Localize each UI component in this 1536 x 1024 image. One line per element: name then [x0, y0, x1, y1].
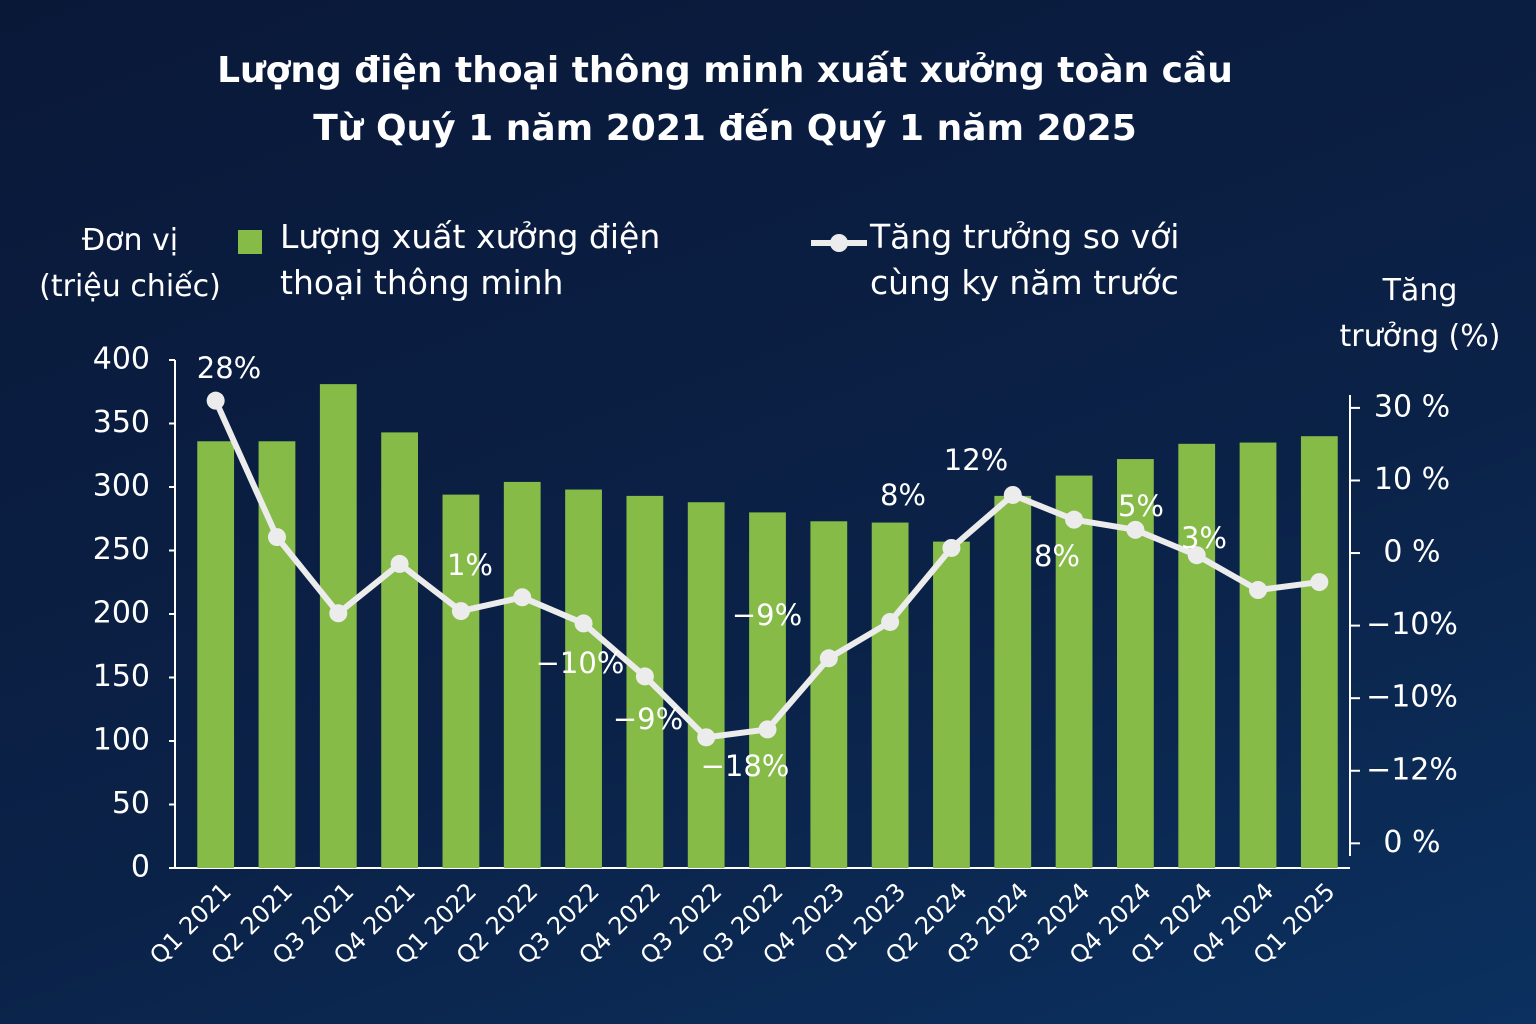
y-tick-label: 50 — [112, 786, 150, 821]
y-tick-label: 400 — [93, 342, 150, 377]
bar — [381, 432, 418, 868]
annotation: −9% — [732, 598, 802, 632]
y2-tick-label: −12% — [1366, 752, 1458, 787]
y2-tick-label: −10% — [1366, 680, 1458, 715]
y-tick-label: 0 — [131, 850, 150, 885]
y-tick-label: 350 — [93, 405, 150, 440]
chart-title: Lượng điện thoại thông minh xuất xưởng t… — [217, 50, 1233, 91]
legend-label: Lượng xuất xưởng điện thoại thông minh — [280, 217, 661, 302]
chart-subtitle: Từ Quý 1 năm 2021 đến Quý 1 năm 2025 — [313, 108, 1137, 149]
bar — [565, 489, 602, 868]
line-point — [206, 391, 225, 410]
y2-tick-label: 0 % — [1383, 535, 1440, 570]
annotation: 3% — [1181, 521, 1227, 555]
annotation: 8% — [880, 478, 926, 512]
line-point — [390, 554, 409, 573]
y2-label-line: Tăng — [1382, 273, 1458, 308]
annotation: 1% — [447, 548, 493, 582]
line-point — [881, 612, 900, 631]
line-point — [329, 604, 348, 623]
line-point — [1249, 581, 1268, 600]
bar — [994, 495, 1032, 868]
y2-tick-label: 30 % — [1374, 389, 1450, 424]
y2-tick-label: 10 % — [1374, 462, 1450, 497]
annotation: −9% — [613, 702, 683, 736]
line-point — [267, 528, 286, 547]
y-label-line: Đơn vị — [81, 223, 179, 258]
bar — [871, 522, 909, 868]
bar — [1178, 443, 1216, 868]
line-point — [758, 720, 777, 739]
annotation: −10% — [536, 646, 625, 680]
bar — [442, 494, 480, 868]
y2-tick-label: 0 % — [1383, 825, 1440, 860]
y-tick-label: 300 — [93, 469, 150, 504]
bar — [1300, 436, 1338, 868]
bar — [197, 441, 235, 868]
line-point — [697, 728, 716, 747]
y-tick-label: 250 — [93, 532, 150, 567]
line-point — [1065, 510, 1084, 529]
bar — [503, 481, 541, 868]
legend-swatch — [811, 234, 867, 252]
bar — [1239, 442, 1277, 868]
y2-tick-label: −10% — [1366, 607, 1458, 642]
line-point — [635, 667, 654, 686]
line-point — [1126, 520, 1145, 539]
y-tick-label: 200 — [93, 596, 150, 631]
y-tick-label: 100 — [93, 723, 150, 758]
line-point — [513, 588, 532, 607]
y-tick-label: 150 — [93, 659, 150, 694]
y-axis-label: Đơn vị (triệu chiếc) — [20, 218, 240, 310]
line-point — [574, 614, 593, 633]
legend-marker — [830, 234, 848, 252]
y2-axis-label: Tăng trưởng (%) — [1310, 268, 1530, 360]
bar — [810, 521, 848, 868]
line-point — [1003, 485, 1022, 504]
bar — [687, 502, 725, 868]
bar — [319, 384, 357, 868]
line-point — [819, 649, 838, 668]
line-point — [451, 602, 470, 621]
line-point — [1187, 546, 1206, 565]
annotation: 12% — [944, 443, 1008, 477]
line-point — [942, 538, 961, 557]
line-point — [1310, 573, 1329, 592]
annotation: −18% — [701, 749, 790, 783]
bar — [749, 512, 786, 868]
annotation: 28% — [197, 351, 261, 385]
bar — [933, 541, 970, 868]
annotation: 5% — [1118, 489, 1164, 523]
legend-label: Tăng trưởng so với cùng ky năm trước — [870, 217, 1180, 302]
bar — [1055, 475, 1093, 868]
y2-label-line: trưởng (%) — [1339, 319, 1501, 354]
legend-swatch — [238, 230, 262, 254]
y-label-line: (triệu chiếc) — [39, 269, 221, 304]
annotation: 8% — [1034, 539, 1080, 573]
